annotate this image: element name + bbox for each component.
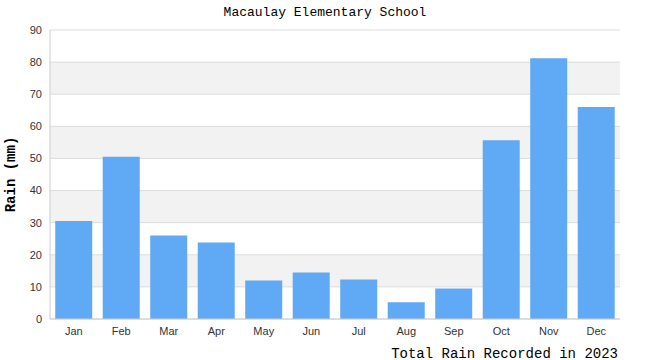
svg-text:Dec: Dec: [586, 325, 606, 337]
svg-text:90: 90: [30, 24, 42, 36]
svg-text:Jan: Jan: [65, 325, 83, 337]
svg-text:Apr: Apr: [208, 325, 225, 337]
svg-text:10: 10: [30, 281, 42, 293]
svg-text:70: 70: [30, 88, 42, 100]
svg-text:Feb: Feb: [112, 325, 131, 337]
svg-text:80: 80: [30, 56, 42, 68]
svg-text:Oct: Oct: [493, 325, 510, 337]
svg-text:Mar: Mar: [159, 325, 178, 337]
svg-text:Total Rain Recorded in 2023: Total Rain Recorded in 2023: [391, 346, 618, 360]
svg-text:20: 20: [30, 249, 42, 261]
svg-text:May: May: [253, 325, 274, 337]
svg-text:Jun: Jun: [302, 325, 320, 337]
svg-text:Rain (mm): Rain (mm): [8, 137, 19, 213]
html-text:Macaulay Elementary School: Macaulay Elementary School: [223, 5, 427, 20]
svg-text:Aug: Aug: [396, 325, 416, 337]
svg-text:40: 40: [30, 184, 42, 196]
svg-text:0: 0: [36, 313, 42, 325]
svg-text:50: 50: [30, 152, 42, 164]
svg-text:60: 60: [30, 120, 42, 132]
svg-text:30: 30: [30, 217, 42, 229]
svg-text:Sep: Sep: [444, 325, 464, 337]
svg-text:Nov: Nov: [539, 325, 559, 337]
svg-text:Jul: Jul: [352, 325, 366, 337]
